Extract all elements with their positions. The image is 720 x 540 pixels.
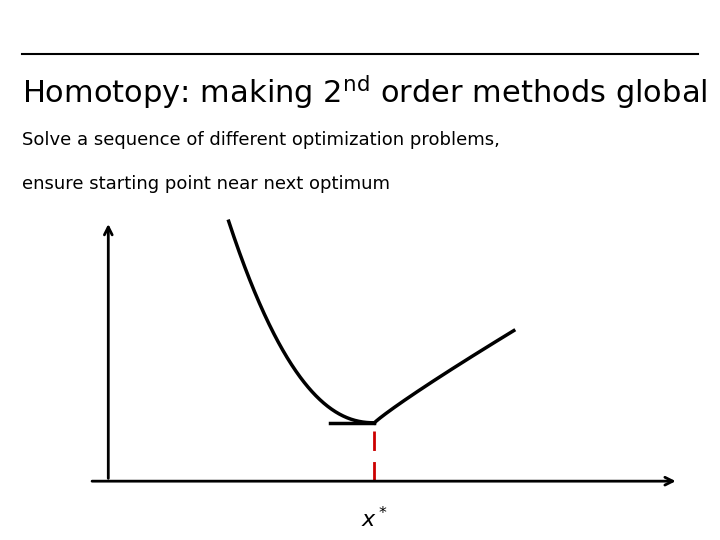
Text: Homotopy: making 2$^{\mathregular{nd}}$ order methods global: Homotopy: making 2$^{\mathregular{nd}}$ …: [22, 73, 707, 111]
Text: $x^*$: $x^*$: [361, 507, 388, 531]
Text: ensure starting point near next optimum: ensure starting point near next optimum: [22, 174, 390, 193]
Text: Solve a sequence of different optimization problems,: Solve a sequence of different optimizati…: [22, 131, 500, 150]
